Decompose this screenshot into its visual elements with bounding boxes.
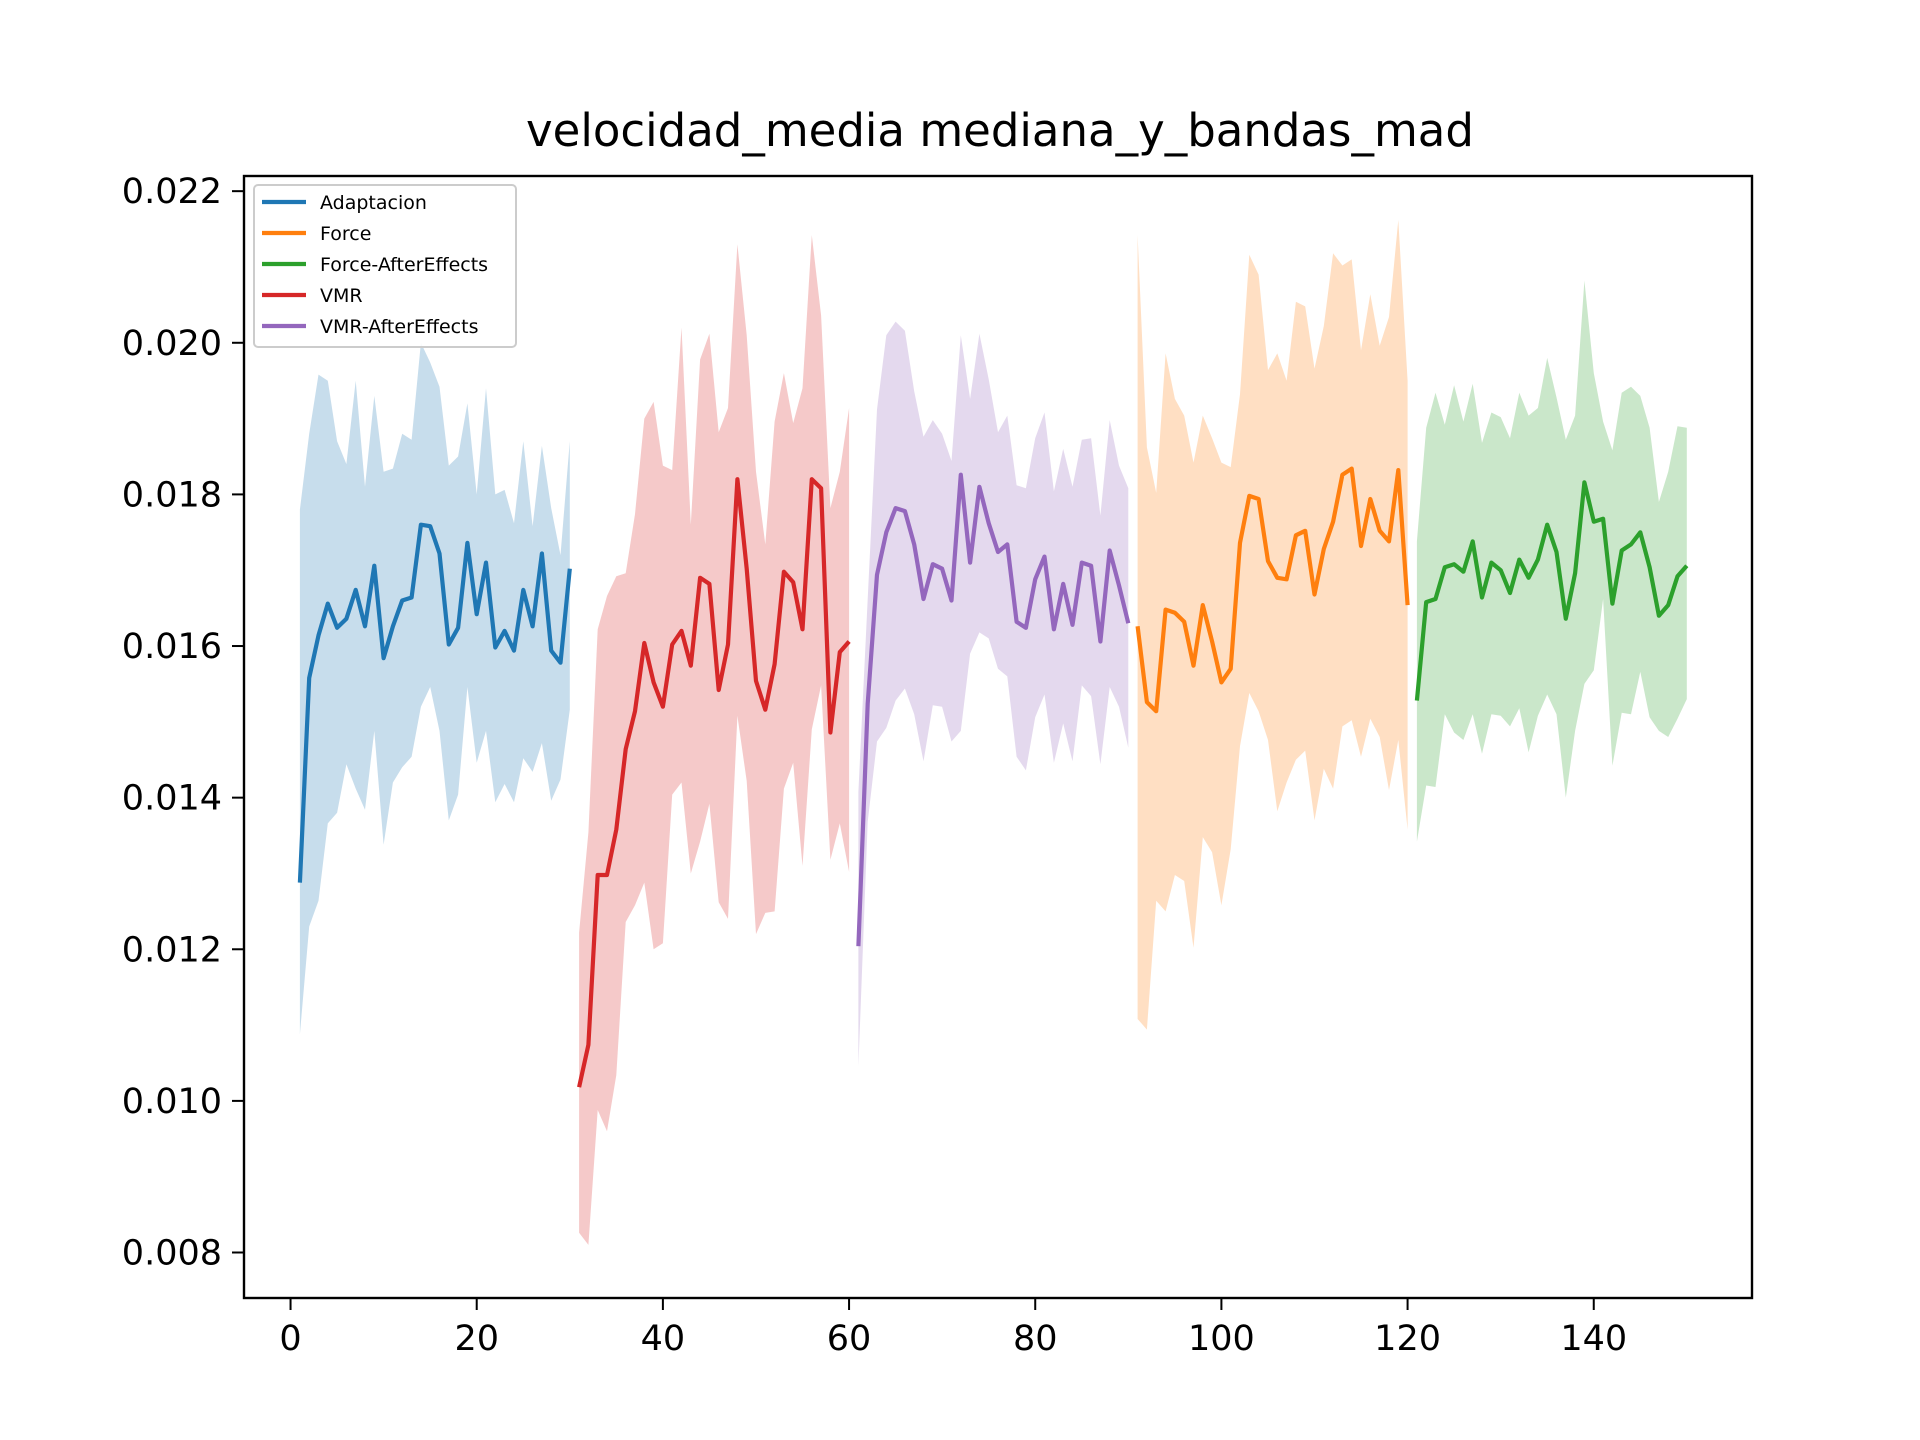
plot-frame <box>242 174 1754 1300</box>
band-force-aftereffects <box>1416 280 1687 842</box>
line-adaptacion <box>297 522 572 883</box>
legend: Adaptacion Force Force-AfterEffects VMR VMR-… <box>253 184 517 348</box>
y-tick-label: 0.014 <box>122 779 222 819</box>
legend-box <box>253 184 517 348</box>
line-vmr-aftereffects <box>856 472 1131 947</box>
y-axis: 0.008 0.010 0.012 0.014 0.016 0.018 0.020 0.022 <box>122 172 244 1274</box>
x-tick-label: 120 <box>1374 1319 1441 1359</box>
confidence-bands <box>299 220 1687 1245</box>
x-tick-label: 60 <box>827 1319 872 1359</box>
band-force <box>1137 220 1408 1030</box>
x-tick-label: 100 <box>1188 1319 1255 1359</box>
band-adaptacion <box>299 342 570 1035</box>
x-tick-label: 20 <box>454 1319 499 1359</box>
y-tick-label: 0.012 <box>122 930 222 970</box>
x-tick-label: 80 <box>1013 1319 1058 1359</box>
x-tick-label: 0 <box>279 1319 301 1359</box>
chart-title: velocidad_media mediana_y_bandas_mad <box>526 104 1474 157</box>
line-vmr <box>577 477 851 1088</box>
y-tick-label: 0.008 <box>122 1234 222 1274</box>
legend-label-adaptacion: Adaptacion <box>320 192 427 214</box>
x-tick-label: 140 <box>1560 1319 1627 1359</box>
median-lines <box>297 466 1689 1088</box>
y-tick-label: 0.022 <box>122 172 222 212</box>
band-vmr <box>579 235 850 1245</box>
x-axis: 0 20 40 60 80 100 120 140 <box>279 1298 1627 1359</box>
y-tick-label: 0.018 <box>122 475 222 515</box>
y-tick-label: 0.020 <box>122 324 222 364</box>
legend-label-force-aftereffects: Force-AfterEffects <box>320 254 488 276</box>
line-force <box>1135 466 1410 714</box>
y-tick-label: 0.010 <box>122 1082 222 1122</box>
line-force-aftereffects <box>1414 480 1689 701</box>
x-tick-label: 40 <box>641 1319 686 1359</box>
legend-label-vmr-aftereffects: VMR-AfterEffects <box>320 316 478 338</box>
band-vmr-aftereffects <box>858 321 1129 1067</box>
legend-label-vmr: VMR <box>320 285 363 307</box>
legend-label-force: Force <box>320 223 371 245</box>
y-tick-label: 0.016 <box>122 627 222 667</box>
